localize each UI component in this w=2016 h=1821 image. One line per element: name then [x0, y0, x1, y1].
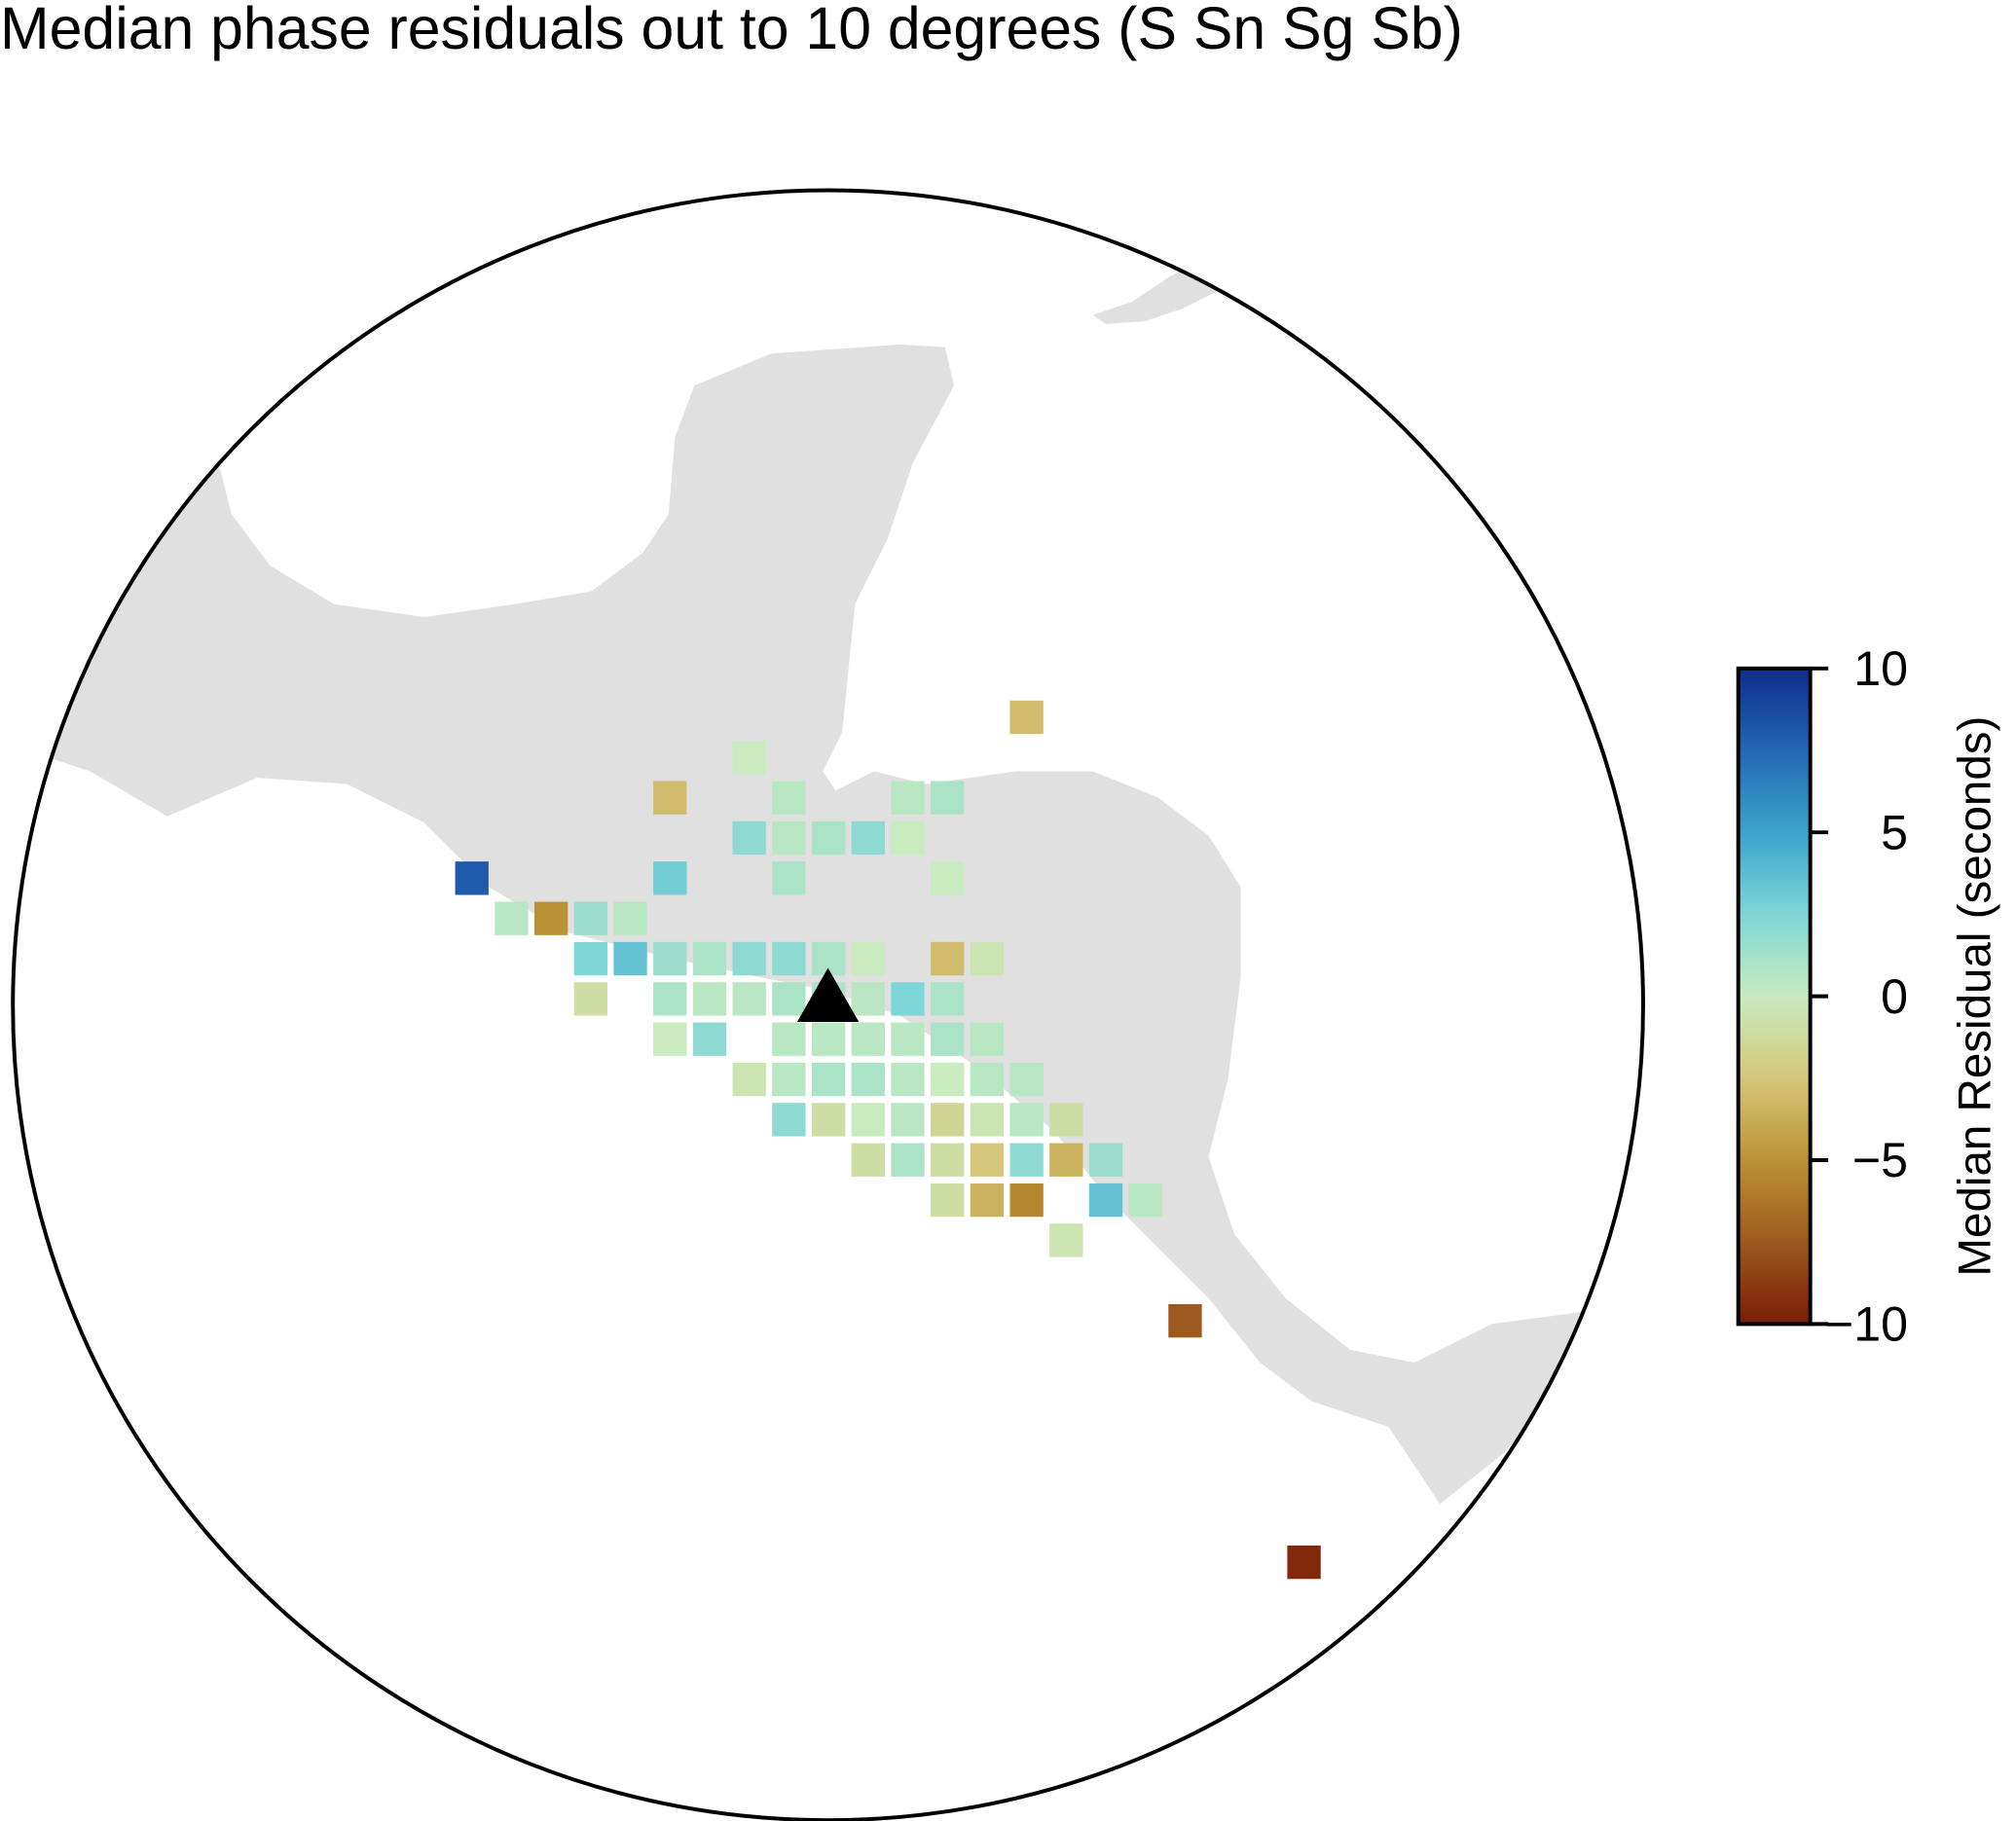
grid-cell: [653, 861, 687, 895]
station-marker: [796, 967, 860, 1023]
colorbar-tick-label: 10: [1853, 641, 1908, 696]
grid-cell: [573, 982, 608, 1016]
grid-cell: [811, 1103, 846, 1137]
grid-cell: [931, 982, 965, 1016]
grid-cell: [931, 1183, 965, 1218]
colorbar-tick-label: −5: [1852, 1133, 1908, 1187]
grid-cell: [772, 820, 806, 856]
grid-cell: [573, 901, 608, 935]
grid-cell: [970, 941, 1005, 976]
map-title: Median phase residuals out to 10 degrees…: [0, 0, 1463, 61]
grid-cell: [931, 861, 965, 895]
grid-cell: [732, 941, 766, 976]
grid-cell: [1049, 1223, 1083, 1257]
grid-cell: [931, 781, 965, 815]
grid-cell: [495, 901, 529, 935]
grid-cell: [811, 1022, 846, 1056]
grid-cell: [1009, 700, 1044, 735]
grid-cell: [1287, 1545, 1321, 1580]
colorbar-ticks: 10 5 0 −5 −10: [1810, 641, 1908, 1352]
grid-cell: [970, 1143, 1005, 1177]
grid-cell: [692, 941, 727, 976]
grid-cell: [970, 1103, 1005, 1137]
grid-cell: [891, 1062, 925, 1097]
grid-cell: [811, 820, 846, 856]
colorbar-label: Median Residual (seconds): [1950, 716, 2001, 1277]
grid-cell: [851, 941, 885, 976]
grid-cell: [851, 1022, 885, 1056]
grid-cell: [891, 1103, 925, 1137]
colorbar: [1736, 666, 1813, 1327]
grid-cell: [732, 982, 766, 1016]
grid-cell: [1088, 1183, 1123, 1218]
landmass: [13, 344, 1589, 1505]
grid-cell: [653, 781, 687, 815]
grid-cell: [573, 941, 608, 976]
grid-cell: [931, 941, 965, 976]
colorbar-tick-label: 5: [1881, 805, 1908, 859]
grid-cell: [851, 1062, 885, 1097]
grid-cell: [931, 1143, 965, 1177]
grid-cell: [1049, 1143, 1083, 1177]
grid-cell: [1088, 1143, 1123, 1177]
grid-cell: [931, 1103, 965, 1137]
grid-cell: [653, 941, 687, 976]
grid-cell: [1009, 1183, 1044, 1218]
grid-cell: [772, 982, 806, 1016]
grid-cell: [970, 1183, 1005, 1218]
cells: [455, 700, 1321, 1580]
grid-cell: [891, 982, 925, 1016]
grid-cell: [970, 1022, 1005, 1056]
grid-cell: [931, 1022, 965, 1056]
map-frame: [11, 188, 1645, 1821]
grid-cell: [811, 1062, 846, 1097]
grid-cell: [1049, 1103, 1083, 1137]
grid-cell: [653, 982, 687, 1016]
grid-cell: [1009, 1143, 1044, 1177]
grid-cell: [1009, 1062, 1044, 1097]
grid-cell: [772, 1103, 806, 1137]
grid-cell: [772, 1062, 806, 1097]
grid-cell: [891, 820, 925, 856]
grid-cell: [692, 1022, 727, 1056]
grid-cell: [1128, 1183, 1162, 1218]
grid-cell: [931, 1062, 965, 1097]
grid-cell: [970, 1062, 1005, 1097]
grid-cell: [732, 741, 766, 775]
grid-cell: [613, 941, 647, 976]
grid-cell: [891, 781, 925, 815]
grid-cell: [851, 1103, 885, 1137]
grid-cell: [851, 820, 885, 856]
grid-cell: [613, 901, 647, 935]
grid-cell: [692, 982, 727, 1016]
grid-cell: [851, 1143, 885, 1177]
grid-cell: [772, 781, 806, 815]
grid-cell: [772, 941, 806, 976]
grid-cell: [732, 1062, 766, 1097]
grid-cell: [455, 861, 489, 895]
grid-cell: [732, 820, 766, 856]
grid-cell: [851, 982, 885, 1016]
island: [1092, 243, 1234, 324]
grid-cell: [891, 1143, 925, 1177]
grid-cell: [772, 1022, 806, 1056]
grid-cell: [772, 861, 806, 895]
colorbar-tick-label: 0: [1881, 969, 1908, 1024]
grid-cell: [1168, 1303, 1202, 1338]
colorbar-tick-label: −10: [1825, 1297, 1908, 1352]
grid-cell: [891, 1022, 925, 1056]
grid-cell: [533, 901, 568, 935]
grid-cell: [1009, 1103, 1044, 1137]
grid-cell: [653, 1022, 687, 1056]
